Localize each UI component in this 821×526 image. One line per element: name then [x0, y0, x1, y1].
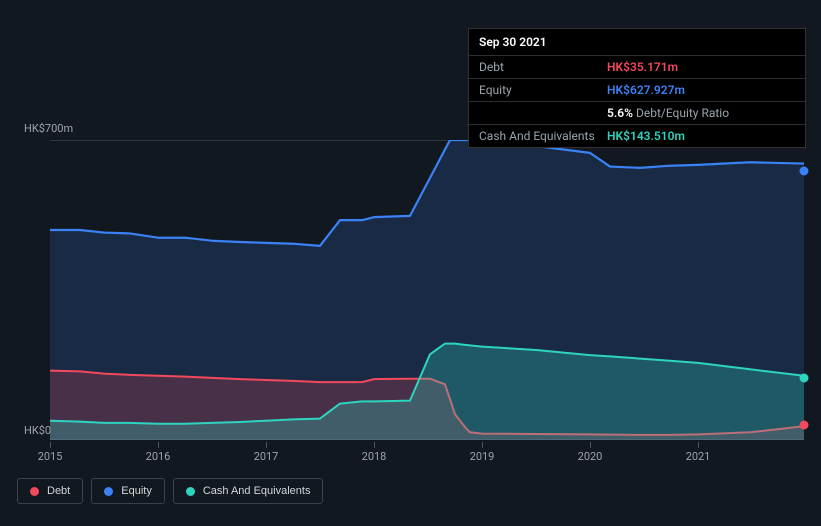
x-tick-label: 2021	[686, 450, 711, 463]
x-tick-label: 2015	[38, 450, 63, 463]
legend-item-debt[interactable]: Debt	[17, 478, 83, 504]
legend-item-cash-and-equivalents[interactable]: Cash And Equivalents	[173, 478, 324, 504]
x-tick	[50, 442, 51, 448]
x-axis: 2015201620172018201920202021	[50, 448, 804, 464]
y-tick-label-top: HK$700m	[24, 122, 73, 135]
x-tick-label: 2017	[254, 450, 279, 463]
tooltip-row: EquityHK$627.927m	[469, 79, 805, 102]
chart-legend: Debt Equity Cash And Equivalents	[17, 478, 323, 504]
x-tick-label: 2020	[578, 450, 603, 463]
x-tick	[590, 442, 591, 448]
y-tick-label-bottom: HK$0	[24, 424, 51, 437]
tooltip-row-value: 5.6% Debt/Equity Ratio	[607, 106, 729, 120]
area-chart[interactable]	[50, 140, 804, 440]
tooltip-row-value: HK$627.927m	[607, 83, 685, 97]
legend-label: Equity	[121, 485, 152, 497]
tooltip-row-value: HK$35.171m	[607, 60, 678, 74]
equity-end-marker	[800, 166, 809, 175]
legend-label: Cash And Equivalents	[203, 485, 311, 497]
x-tick	[266, 442, 267, 448]
legend-swatch	[186, 487, 195, 496]
x-tick	[158, 442, 159, 448]
debt-end-marker	[800, 420, 809, 429]
x-tick-label: 2018	[362, 450, 387, 463]
legend-item-equity[interactable]: Equity	[91, 478, 165, 504]
legend-label: Debt	[47, 485, 70, 497]
tooltip-row-label: Debt	[479, 60, 607, 74]
tooltip-row: Cash And EquivalentsHK$143.510m	[469, 125, 805, 147]
x-tick	[374, 442, 375, 448]
legend-swatch	[104, 487, 113, 496]
tooltip-row: 5.6% Debt/Equity Ratio	[469, 102, 805, 125]
x-tick-label: 2019	[470, 450, 495, 463]
legend-swatch	[30, 487, 39, 496]
tooltip-row-label: Cash And Equivalents	[479, 129, 607, 143]
tooltip-row-label: Equity	[479, 83, 607, 97]
tooltip-row: DebtHK$35.171m	[469, 56, 805, 79]
cash-end-marker	[800, 374, 809, 383]
x-tick	[698, 442, 699, 448]
tooltip-date: Sep 30 2021	[469, 29, 805, 56]
chart-tooltip: Sep 30 2021 DebtHK$35.171mEquityHK$627.9…	[468, 28, 806, 148]
x-tick	[482, 442, 483, 448]
tooltip-row-value: HK$143.510m	[607, 129, 685, 143]
tooltip-row-label	[479, 106, 607, 120]
x-tick-label: 2016	[146, 450, 171, 463]
